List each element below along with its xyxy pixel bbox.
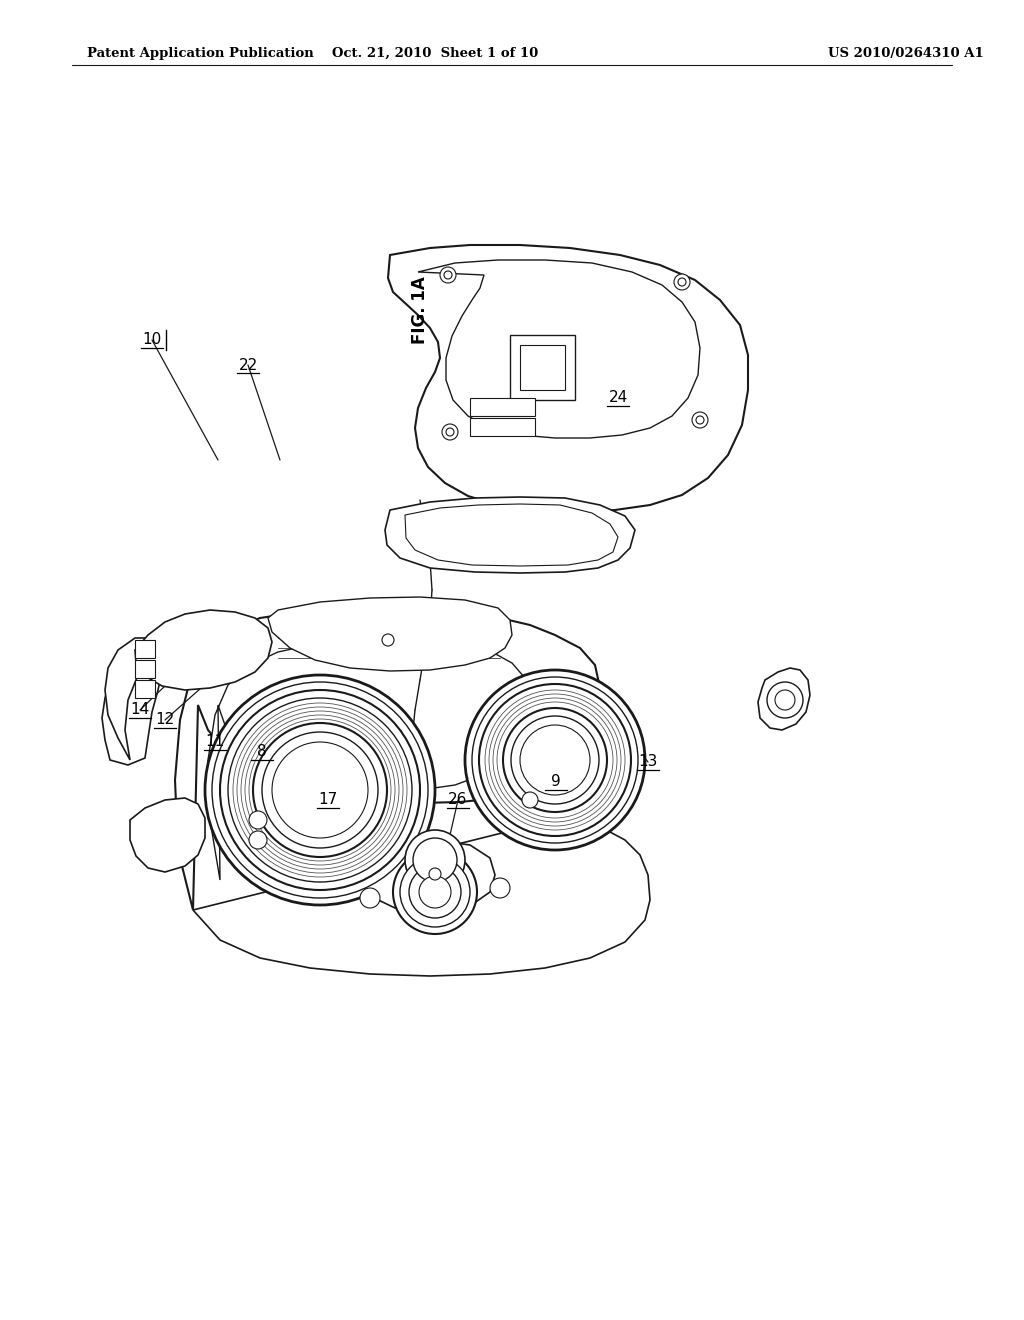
- Circle shape: [419, 876, 451, 908]
- Circle shape: [241, 711, 399, 869]
- Circle shape: [233, 704, 407, 876]
- Circle shape: [393, 850, 477, 935]
- Circle shape: [205, 675, 435, 906]
- Circle shape: [442, 424, 458, 440]
- Polygon shape: [135, 660, 155, 678]
- Circle shape: [249, 810, 267, 829]
- Circle shape: [479, 684, 631, 836]
- Polygon shape: [193, 826, 650, 975]
- Text: Oct. 21, 2010  Sheet 1 of 10: Oct. 21, 2010 Sheet 1 of 10: [332, 48, 539, 59]
- Circle shape: [360, 888, 380, 908]
- Polygon shape: [268, 597, 512, 671]
- Polygon shape: [758, 668, 810, 730]
- Circle shape: [272, 742, 368, 838]
- Circle shape: [485, 690, 625, 830]
- Circle shape: [409, 866, 461, 917]
- Circle shape: [472, 677, 638, 843]
- Circle shape: [696, 416, 705, 424]
- Circle shape: [520, 725, 590, 795]
- Text: Patent Application Publication: Patent Application Publication: [87, 48, 313, 59]
- Circle shape: [413, 838, 457, 882]
- Circle shape: [212, 682, 428, 898]
- Circle shape: [228, 698, 412, 882]
- Text: 9: 9: [551, 775, 561, 789]
- Circle shape: [775, 690, 795, 710]
- Text: 13: 13: [638, 755, 657, 770]
- Circle shape: [429, 869, 441, 880]
- Polygon shape: [470, 418, 535, 436]
- Text: 10: 10: [142, 333, 162, 347]
- Circle shape: [493, 698, 617, 822]
- Circle shape: [220, 690, 420, 890]
- Polygon shape: [175, 609, 600, 909]
- Polygon shape: [102, 660, 162, 766]
- Text: 17: 17: [318, 792, 338, 808]
- Circle shape: [249, 719, 391, 861]
- Circle shape: [262, 733, 378, 847]
- Circle shape: [245, 715, 395, 865]
- Polygon shape: [510, 335, 575, 400]
- Circle shape: [440, 267, 456, 282]
- Text: 11: 11: [206, 734, 224, 750]
- Polygon shape: [470, 399, 535, 416]
- Polygon shape: [208, 642, 530, 880]
- Polygon shape: [130, 799, 205, 873]
- Circle shape: [489, 694, 621, 826]
- Polygon shape: [418, 260, 700, 438]
- Text: 14: 14: [130, 702, 150, 718]
- Text: 12: 12: [156, 713, 175, 727]
- Polygon shape: [520, 345, 565, 389]
- Circle shape: [406, 830, 465, 890]
- Circle shape: [400, 857, 470, 927]
- Text: 26: 26: [449, 792, 468, 808]
- Circle shape: [382, 634, 394, 645]
- Text: FIG. 1A: FIG. 1A: [411, 276, 429, 345]
- Circle shape: [497, 702, 613, 818]
- Circle shape: [674, 275, 690, 290]
- Circle shape: [249, 832, 267, 849]
- Circle shape: [767, 682, 803, 718]
- Circle shape: [692, 412, 708, 428]
- Circle shape: [253, 723, 387, 857]
- Circle shape: [237, 708, 403, 873]
- Text: 24: 24: [608, 391, 628, 405]
- Polygon shape: [135, 610, 272, 690]
- Polygon shape: [385, 498, 635, 573]
- Circle shape: [678, 279, 686, 286]
- Text: US 2010/0264310 A1: US 2010/0264310 A1: [828, 48, 984, 59]
- Polygon shape: [105, 638, 170, 760]
- Polygon shape: [388, 246, 748, 512]
- Circle shape: [446, 428, 454, 436]
- Circle shape: [444, 271, 452, 279]
- Circle shape: [522, 792, 538, 808]
- Polygon shape: [135, 680, 155, 698]
- Polygon shape: [360, 840, 495, 912]
- Circle shape: [490, 878, 510, 898]
- Polygon shape: [406, 504, 618, 566]
- Circle shape: [465, 671, 645, 850]
- Circle shape: [511, 715, 599, 804]
- Circle shape: [503, 708, 607, 812]
- Text: 22: 22: [239, 358, 258, 372]
- Polygon shape: [135, 640, 155, 657]
- Text: 8: 8: [257, 744, 267, 759]
